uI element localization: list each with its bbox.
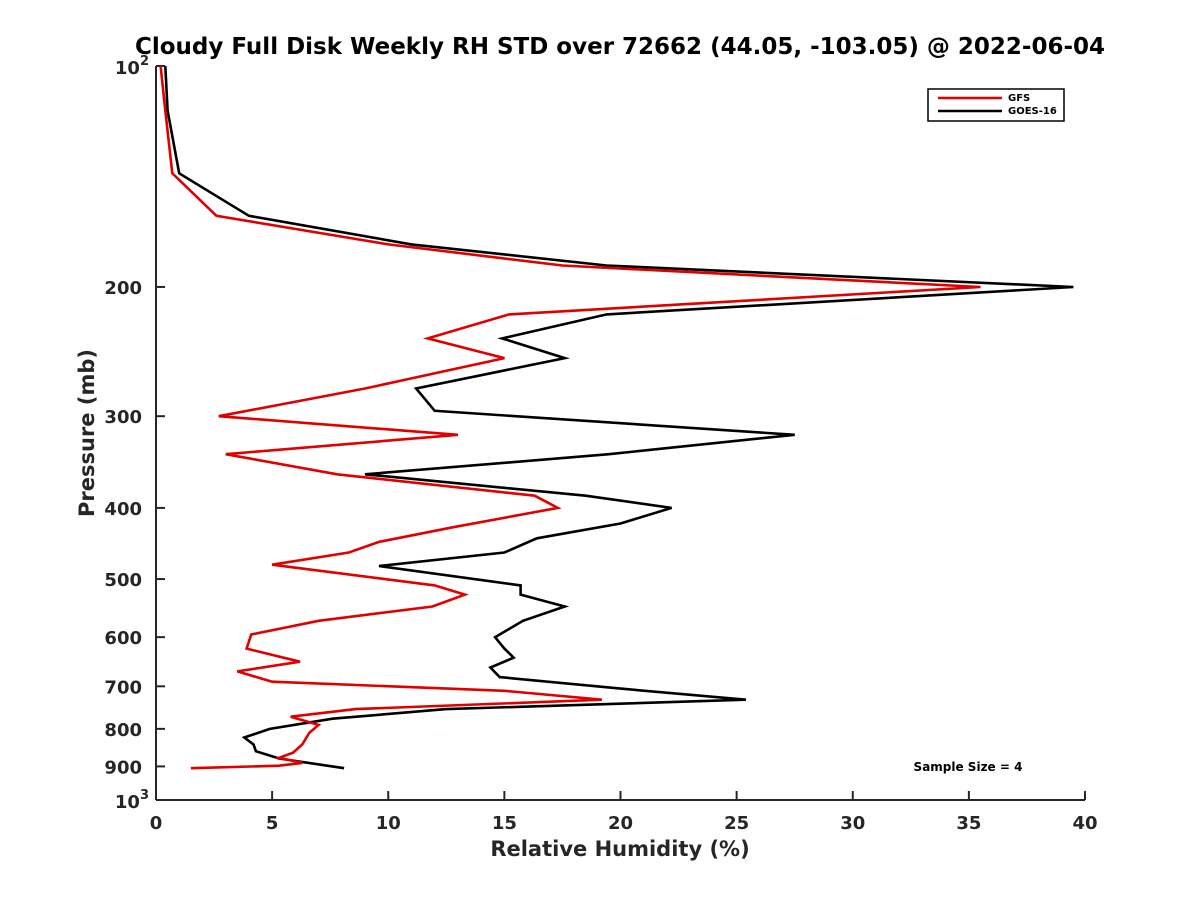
chart-title: Cloudy Full Disk Weekly RH STD over 7266… xyxy=(135,34,1105,60)
legend: GFS GOES-16 xyxy=(927,88,1065,122)
y-tick-label: 700 xyxy=(104,677,142,698)
legend-label-gfs: GFS xyxy=(1008,93,1030,104)
series-line-gfs xyxy=(159,65,981,770)
x-tick-label: 25 xyxy=(724,813,749,834)
x-tick-label: 5 xyxy=(266,813,279,834)
y-axis-label: Pressure (mb) xyxy=(75,349,99,517)
y-tick-label-exponent: 3 xyxy=(140,788,149,803)
series-layer xyxy=(159,65,1074,770)
y-tick-label: 500 xyxy=(104,570,142,591)
y-tick-label: 103 xyxy=(115,788,149,813)
x-tick-label: 10 xyxy=(376,813,401,834)
legend-label-goes16: GOES-16 xyxy=(1008,106,1057,117)
axis-ticks: 0 5 10 15 20 25 30 35 40102200300400500600700800… xyxy=(104,54,1097,834)
x-tick-label: 30 xyxy=(840,813,865,834)
x-tick-label: 0 xyxy=(150,813,163,834)
sample-size-annotation: Sample Size = 4 xyxy=(914,760,1023,774)
x-tick-label: 20 xyxy=(608,813,633,834)
series-line-goes16 xyxy=(164,65,1074,770)
y-tick-label-base: 10 xyxy=(115,58,140,79)
y-tick-label: 400 xyxy=(104,499,142,520)
y-tick-label: 200 xyxy=(104,278,142,299)
legend-box xyxy=(927,88,1065,122)
y-tick-label: 600 xyxy=(104,628,142,649)
x-tick-label: 15 xyxy=(492,813,517,834)
y-tick-label-base: 10 xyxy=(115,792,140,813)
y-tick-label: 800 xyxy=(104,720,142,741)
x-tick-label: 40 xyxy=(1072,813,1097,834)
y-tick-label: 102 xyxy=(115,54,149,79)
y-tick-label: 300 xyxy=(104,407,142,428)
x-axis-label: Relative Humidity (%) xyxy=(490,837,749,861)
y-tick-label-exponent: 2 xyxy=(140,54,149,69)
y-tick-label: 900 xyxy=(104,757,142,778)
x-tick-label: 35 xyxy=(956,813,981,834)
